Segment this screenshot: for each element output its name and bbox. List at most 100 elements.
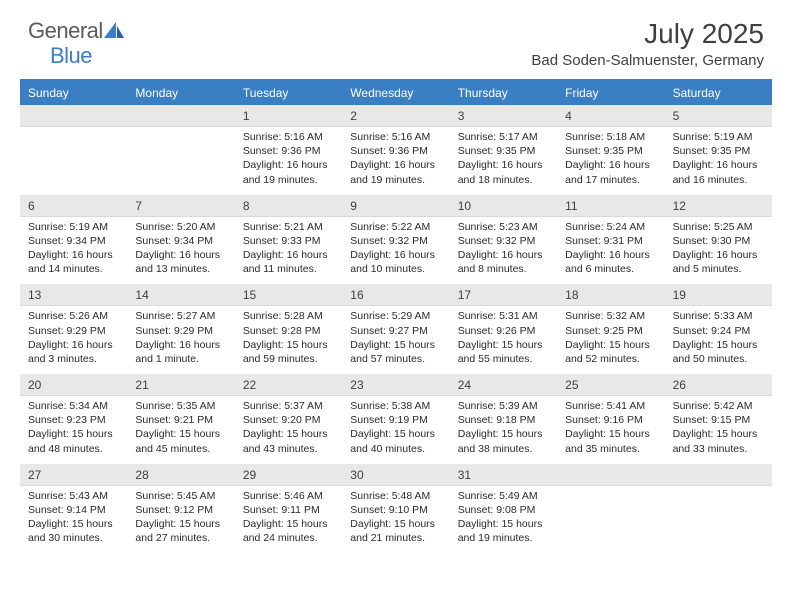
daylight-text: Daylight: 16 hours and 16 minutes. — [673, 158, 764, 186]
sunset-text: Sunset: 9:14 PM — [28, 503, 119, 517]
daydata-row: Sunrise: 5:43 AMSunset: 9:14 PMDaylight:… — [20, 486, 772, 554]
day-data: Sunrise: 5:25 AMSunset: 9:30 PMDaylight:… — [665, 217, 772, 285]
sunrise-text: Sunrise: 5:39 AM — [458, 399, 549, 413]
sunrise-text: Sunrise: 5:37 AM — [243, 399, 334, 413]
day-data: Sunrise: 5:19 AMSunset: 9:34 PMDaylight:… — [20, 217, 127, 285]
day-number: 3 — [450, 105, 557, 127]
daylight-text: Daylight: 16 hours and 17 minutes. — [565, 158, 656, 186]
sunrise-text: Sunrise: 5:48 AM — [350, 489, 441, 503]
sunrise-text: Sunrise: 5:45 AM — [135, 489, 226, 503]
daylight-text: Daylight: 15 hours and 45 minutes. — [135, 427, 226, 455]
weekday-header: Monday — [127, 81, 234, 105]
sunset-text: Sunset: 9:24 PM — [673, 324, 764, 338]
sunset-text: Sunset: 9:34 PM — [135, 234, 226, 248]
sunrise-text: Sunrise: 5:29 AM — [350, 309, 441, 323]
sunset-text: Sunset: 9:16 PM — [565, 413, 656, 427]
daylight-text: Daylight: 15 hours and 52 minutes. — [565, 338, 656, 366]
day-data: Sunrise: 5:26 AMSunset: 9:29 PMDaylight:… — [20, 306, 127, 374]
day-number: 4 — [557, 105, 664, 127]
logo-text-blue: Blue — [50, 43, 124, 69]
sunrise-text: Sunrise: 5:18 AM — [565, 130, 656, 144]
weekday-header-row: Sunday Monday Tuesday Wednesday Thursday… — [20, 81, 772, 105]
day-data: Sunrise: 5:37 AMSunset: 9:20 PMDaylight:… — [235, 396, 342, 464]
day-number — [665, 464, 772, 486]
day-number: 11 — [557, 195, 664, 217]
daylight-text: Daylight: 16 hours and 14 minutes. — [28, 248, 119, 276]
daynum-row: 6789101112 — [20, 195, 772, 217]
sunset-text: Sunset: 9:23 PM — [28, 413, 119, 427]
sunrise-text: Sunrise: 5:28 AM — [243, 309, 334, 323]
day-data: Sunrise: 5:33 AMSunset: 9:24 PMDaylight:… — [665, 306, 772, 374]
sunrise-text: Sunrise: 5:23 AM — [458, 220, 549, 234]
day-data: Sunrise: 5:41 AMSunset: 9:16 PMDaylight:… — [557, 396, 664, 464]
sunset-text: Sunset: 9:28 PM — [243, 324, 334, 338]
day-number: 22 — [235, 374, 342, 396]
day-data: Sunrise: 5:31 AMSunset: 9:26 PMDaylight:… — [450, 306, 557, 374]
day-data: Sunrise: 5:45 AMSunset: 9:12 PMDaylight:… — [127, 486, 234, 554]
sunrise-text: Sunrise: 5:19 AM — [28, 220, 119, 234]
sunrise-text: Sunrise: 5:49 AM — [458, 489, 549, 503]
day-data — [557, 486, 664, 554]
day-data: Sunrise: 5:18 AMSunset: 9:35 PMDaylight:… — [557, 127, 664, 195]
day-data: Sunrise: 5:27 AMSunset: 9:29 PMDaylight:… — [127, 306, 234, 374]
sunset-text: Sunset: 9:35 PM — [458, 144, 549, 158]
day-number: 29 — [235, 464, 342, 486]
sunrise-text: Sunrise: 5:22 AM — [350, 220, 441, 234]
sunrise-text: Sunrise: 5:35 AM — [135, 399, 226, 413]
day-data: Sunrise: 5:46 AMSunset: 9:11 PMDaylight:… — [235, 486, 342, 554]
daylight-text: Daylight: 16 hours and 6 minutes. — [565, 248, 656, 276]
sunset-text: Sunset: 9:12 PM — [135, 503, 226, 517]
sunrise-text: Sunrise: 5:27 AM — [135, 309, 226, 323]
daylight-text: Daylight: 15 hours and 50 minutes. — [673, 338, 764, 366]
day-number: 2 — [342, 105, 449, 127]
brand-logo: General Blue — [28, 18, 124, 69]
sunset-text: Sunset: 9:31 PM — [565, 234, 656, 248]
weekday-header: Tuesday — [235, 81, 342, 105]
daylight-text: Daylight: 15 hours and 35 minutes. — [565, 427, 656, 455]
day-data: Sunrise: 5:20 AMSunset: 9:34 PMDaylight:… — [127, 217, 234, 285]
sunrise-text: Sunrise: 5:43 AM — [28, 489, 119, 503]
weekday-header: Wednesday — [342, 81, 449, 105]
sunset-text: Sunset: 9:29 PM — [28, 324, 119, 338]
day-number: 10 — [450, 195, 557, 217]
sunset-text: Sunset: 9:32 PM — [350, 234, 441, 248]
sunset-text: Sunset: 9:21 PM — [135, 413, 226, 427]
daylight-text: Daylight: 16 hours and 1 minute. — [135, 338, 226, 366]
day-number: 14 — [127, 284, 234, 306]
daylight-text: Daylight: 15 hours and 21 minutes. — [350, 517, 441, 545]
sunset-text: Sunset: 9:10 PM — [350, 503, 441, 517]
sunset-text: Sunset: 9:34 PM — [28, 234, 119, 248]
day-number: 12 — [665, 195, 772, 217]
day-data: Sunrise: 5:34 AMSunset: 9:23 PMDaylight:… — [20, 396, 127, 464]
day-number: 6 — [20, 195, 127, 217]
day-data: Sunrise: 5:28 AMSunset: 9:28 PMDaylight:… — [235, 306, 342, 374]
day-data: Sunrise: 5:48 AMSunset: 9:10 PMDaylight:… — [342, 486, 449, 554]
daylight-text: Daylight: 15 hours and 33 minutes. — [673, 427, 764, 455]
day-number: 17 — [450, 284, 557, 306]
sunset-text: Sunset: 9:32 PM — [458, 234, 549, 248]
sunset-text: Sunset: 9:11 PM — [243, 503, 334, 517]
day-number: 27 — [20, 464, 127, 486]
sunrise-text: Sunrise: 5:25 AM — [673, 220, 764, 234]
daylight-text: Daylight: 15 hours and 40 minutes. — [350, 427, 441, 455]
day-data: Sunrise: 5:39 AMSunset: 9:18 PMDaylight:… — [450, 396, 557, 464]
day-number: 30 — [342, 464, 449, 486]
sunrise-text: Sunrise: 5:33 AM — [673, 309, 764, 323]
daylight-text: Daylight: 15 hours and 30 minutes. — [28, 517, 119, 545]
sunset-text: Sunset: 9:26 PM — [458, 324, 549, 338]
header-right: July 2025 Bad Soden-Salmuenster, Germany — [531, 18, 764, 69]
day-number — [20, 105, 127, 127]
daylight-text: Daylight: 15 hours and 27 minutes. — [135, 517, 226, 545]
daynum-row: 13141516171819 — [20, 284, 772, 306]
sunrise-text: Sunrise: 5:21 AM — [243, 220, 334, 234]
day-number: 21 — [127, 374, 234, 396]
day-number: 15 — [235, 284, 342, 306]
daylight-text: Daylight: 16 hours and 19 minutes. — [350, 158, 441, 186]
weekday-header: Friday — [557, 81, 664, 105]
weekday-header: Sunday — [20, 81, 127, 105]
logo-sail-icon — [104, 22, 124, 43]
daylight-text: Daylight: 16 hours and 13 minutes. — [135, 248, 226, 276]
sunset-text: Sunset: 9:25 PM — [565, 324, 656, 338]
daylight-text: Daylight: 16 hours and 11 minutes. — [243, 248, 334, 276]
calendar-grid: Sunday Monday Tuesday Wednesday Thursday… — [20, 79, 772, 553]
